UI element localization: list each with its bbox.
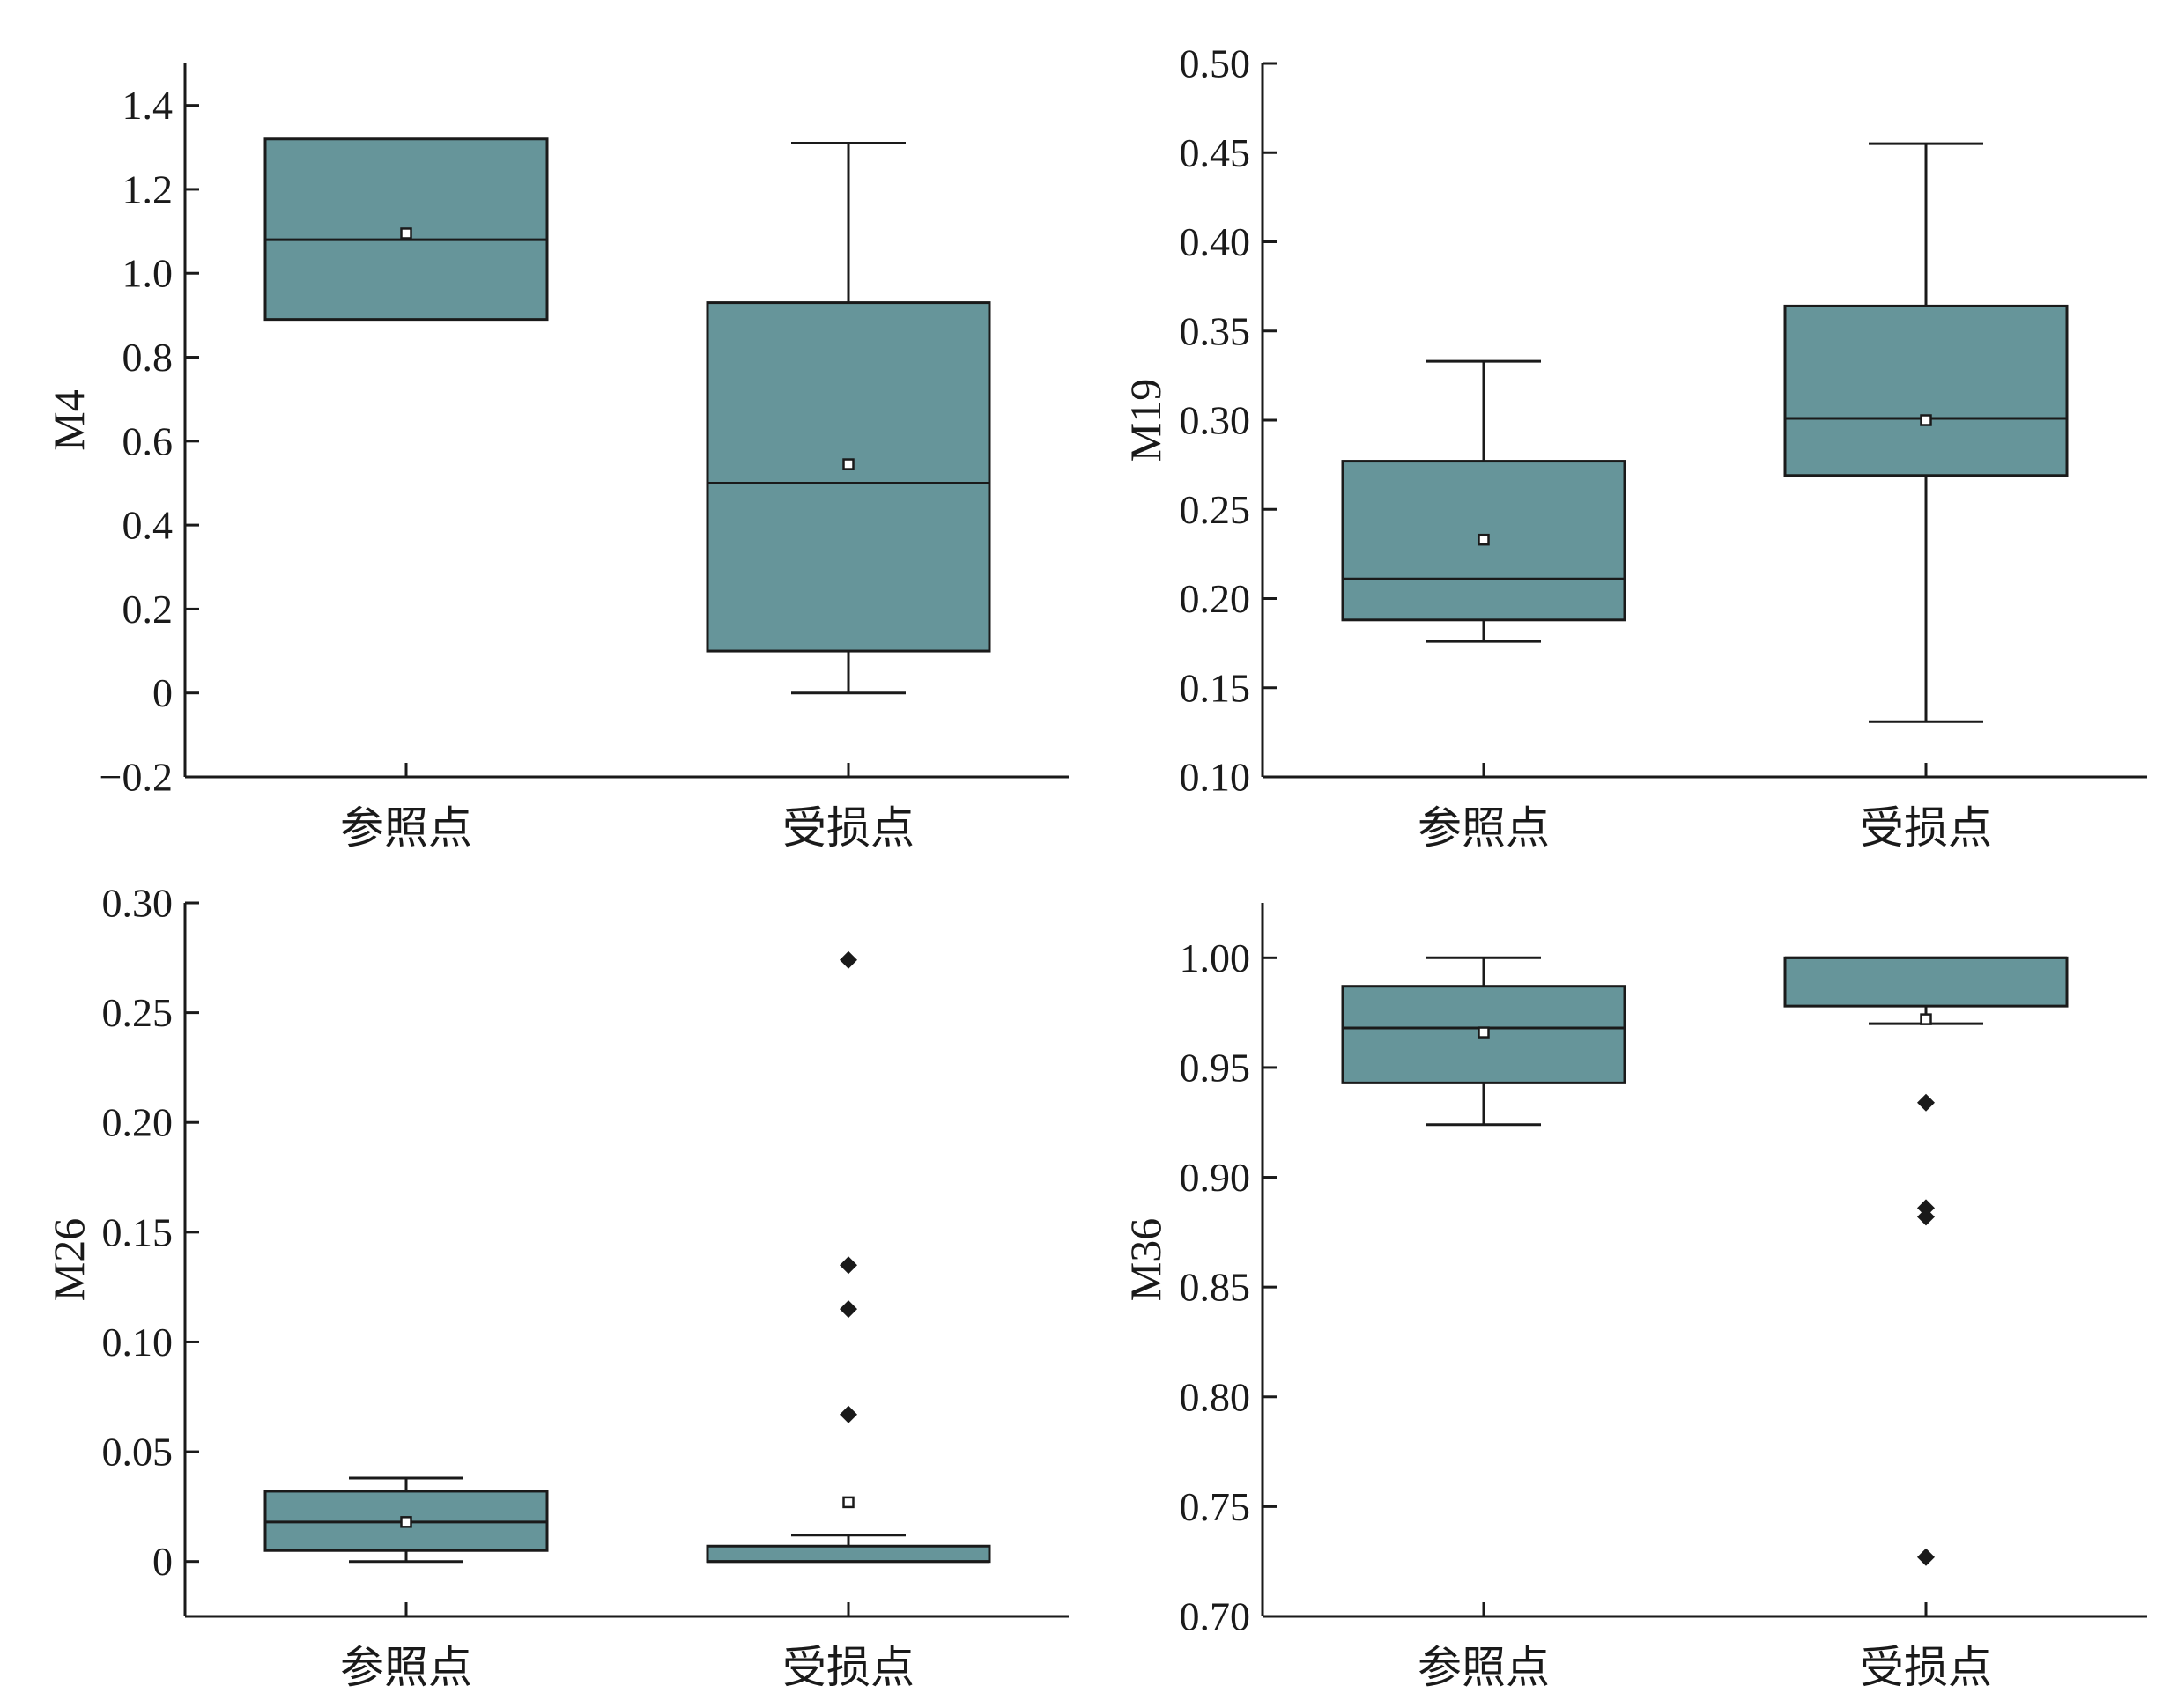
- y-tick-label: 0: [152, 1539, 173, 1584]
- y-tick-label: 0.4: [122, 503, 174, 548]
- x-tick-label: 参照点: [1418, 802, 1550, 854]
- y-tick-label: 0.40: [1180, 219, 1251, 264]
- y-tick-label: 0.8: [122, 335, 174, 380]
- x-tick-label: 受损点: [782, 1642, 915, 1693]
- panel-m26: 0 0.05 0.10 0.15 0.20 0.25 0.30 M26 参照点 受损点: [44, 881, 1069, 1693]
- y-tick-label: 0.20: [1180, 576, 1251, 621]
- x-tick-label: 参照点: [340, 802, 472, 854]
- y-tick-label: 0.25: [1180, 487, 1251, 532]
- iqr-box: [1783, 304, 2069, 477]
- box-reference: [263, 1476, 549, 1564]
- panel-m4: −0.2 0 0.2 0.4 0.6 0.8 1.0 1.2 1.4 M4 参照点 受损点: [44, 63, 1069, 854]
- y-tick-label: 0.80: [1180, 1374, 1251, 1419]
- mean-marker: [400, 227, 412, 240]
- y-axis-title: M26: [44, 1218, 93, 1301]
- y-tick-label: 0.30: [102, 881, 174, 926]
- panel-m36: 0.70 0.75 0.80 0.85 0.90 0.95 1.00 M36 参照点 受损点: [1121, 903, 2147, 1693]
- outlier-point: [1917, 1093, 1935, 1112]
- y-tick-label: 0: [152, 670, 173, 715]
- y-tick-label: 1.00: [1180, 935, 1251, 980]
- box-reference: [1341, 359, 1626, 643]
- iqr-box: [706, 1544, 991, 1564]
- x-tick-label: 受损点: [782, 802, 915, 854]
- mean-marker: [1920, 414, 1932, 426]
- box-damaged: [1783, 956, 2069, 1566]
- outlier-point: [840, 1405, 857, 1423]
- x-tick-label: 受损点: [1860, 802, 1992, 854]
- y-tick-label: 1.4: [122, 83, 174, 128]
- y-tick-label: 0.10: [102, 1320, 174, 1364]
- y-axis-title: M36: [1121, 1218, 1170, 1301]
- mean-marker: [400, 1516, 412, 1528]
- y-tick-label: 0.75: [1180, 1484, 1251, 1529]
- y-tick-label: 0.85: [1180, 1265, 1251, 1310]
- y-tick-label: 0.25: [102, 990, 174, 1035]
- y-tick-label: 0.35: [1180, 308, 1251, 353]
- box-damaged: [706, 950, 991, 1564]
- x-tick-label: 参照点: [1418, 1642, 1550, 1693]
- y-tick-label: −0.2: [100, 755, 173, 800]
- box-damaged: [706, 142, 991, 695]
- y-tick-label: 0.90: [1180, 1155, 1251, 1200]
- y-tick-label: 0.50: [1180, 41, 1251, 86]
- outlier-point: [840, 950, 857, 969]
- y-axis-title: M4: [44, 389, 93, 450]
- y-tick-label: 0.6: [122, 418, 174, 463]
- y-axis-title: M19: [1121, 379, 1170, 462]
- box-damaged: [1783, 142, 2069, 723]
- outlier-point: [840, 1256, 857, 1275]
- panel-m19: 0.10 0.15 0.20 0.25 0.30 0.35 0.40 0.45 0.50 M19 参…: [1121, 41, 2147, 854]
- y-tick-label: 0.05: [102, 1430, 174, 1475]
- outlier-point: [1917, 1199, 1935, 1217]
- y-tick-label: 1.2: [122, 166, 174, 211]
- box-reference: [1341, 956, 1626, 1127]
- y-tick-label: 1.0: [122, 251, 174, 296]
- iqr-box: [1783, 956, 2069, 1008]
- outlier-point: [1917, 1548, 1935, 1566]
- x-tick-label: 受损点: [1860, 1642, 1992, 1693]
- y-tick-label: 0.15: [102, 1209, 174, 1254]
- y-tick-label: 0.15: [1180, 665, 1251, 710]
- y-tick-label: 0.30: [1180, 398, 1251, 443]
- y-tick-label: 0.2: [122, 587, 174, 632]
- mean-marker: [1920, 1013, 1932, 1025]
- y-tick-label: 0.70: [1180, 1594, 1251, 1639]
- mean-marker: [1478, 1026, 1490, 1039]
- y-tick-label: 0.95: [1180, 1045, 1251, 1090]
- box-reference: [263, 137, 549, 322]
- x-tick-label: 参照点: [340, 1642, 472, 1693]
- y-tick-label: 0.20: [102, 1100, 174, 1145]
- mean-marker: [842, 458, 855, 470]
- mean-marker: [842, 1496, 855, 1509]
- iqr-box: [706, 301, 991, 653]
- mean-marker: [1478, 533, 1490, 546]
- outlier-point: [840, 1300, 857, 1319]
- y-tick-label: 0.45: [1180, 130, 1251, 175]
- y-tick-label: 0.10: [1180, 755, 1251, 800]
